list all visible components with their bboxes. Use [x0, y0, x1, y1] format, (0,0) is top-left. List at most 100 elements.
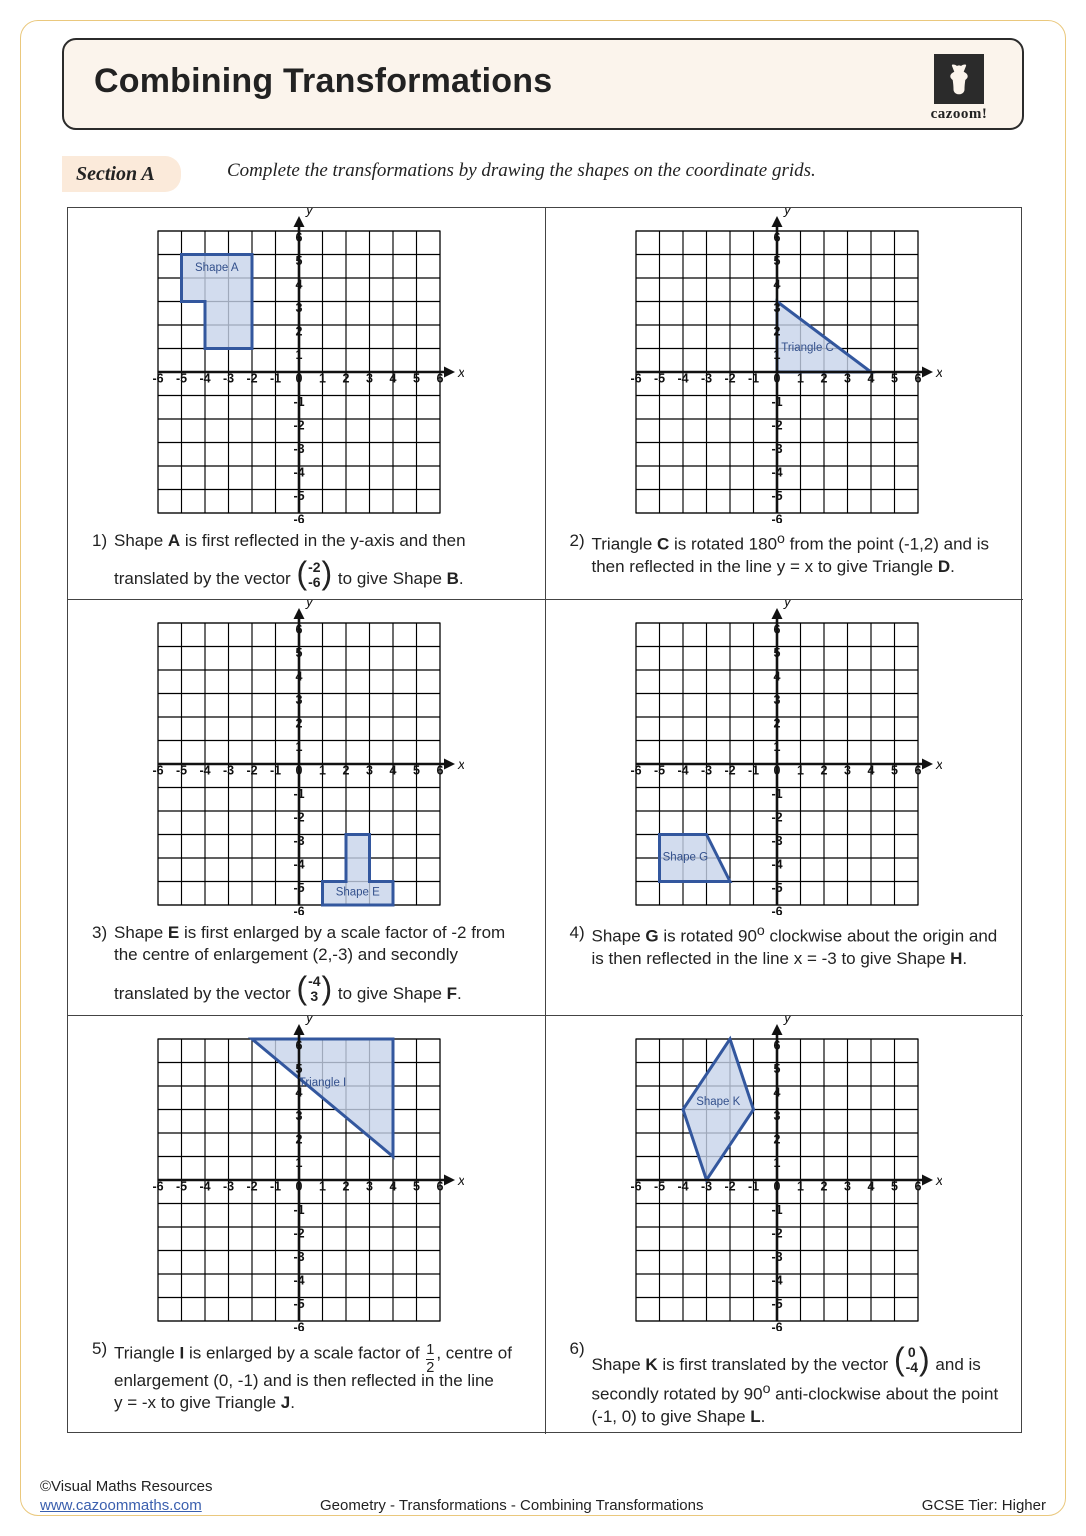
svg-text:0: 0: [296, 764, 303, 778]
svg-text:6: 6: [296, 231, 303, 245]
svg-text:-3: -3: [223, 764, 234, 778]
svg-text:-6: -6: [630, 764, 641, 778]
svg-text:-2: -2: [293, 419, 304, 433]
svg-text:-5: -5: [176, 1180, 187, 1194]
svg-text:1: 1: [296, 740, 303, 754]
svg-text:-3: -3: [223, 372, 234, 386]
svg-text:-3: -3: [293, 1250, 304, 1264]
svg-text:-5: -5: [771, 489, 782, 503]
svg-text:4: 4: [867, 372, 874, 386]
svg-text:-4: -4: [199, 764, 210, 778]
svg-text:-6: -6: [771, 513, 782, 524]
svg-text:1: 1: [773, 1156, 780, 1170]
svg-text:-1: -1: [747, 1180, 758, 1194]
svg-text:2: 2: [296, 1133, 303, 1147]
svg-text:3: 3: [844, 372, 851, 386]
svg-text:-1: -1: [270, 372, 281, 386]
svg-text:5: 5: [891, 1180, 898, 1194]
svg-text:1: 1: [319, 764, 326, 778]
svg-text:2: 2: [343, 764, 350, 778]
svg-text:-5: -5: [653, 764, 664, 778]
svg-text:-4: -4: [677, 764, 688, 778]
svg-text:-1: -1: [270, 1180, 281, 1194]
svg-text:-6: -6: [630, 1180, 641, 1194]
svg-text:-5: -5: [176, 764, 187, 778]
svg-text:6: 6: [296, 623, 303, 637]
svg-text:-1: -1: [747, 372, 758, 386]
svg-text:4: 4: [390, 372, 397, 386]
svg-text:5: 5: [296, 1062, 303, 1076]
svg-text:-1: -1: [270, 764, 281, 778]
svg-text:-3: -3: [223, 1180, 234, 1194]
svg-text:-4: -4: [771, 858, 782, 872]
svg-text:5: 5: [773, 1062, 780, 1076]
svg-text:2: 2: [820, 1180, 827, 1194]
svg-text:-2: -2: [771, 419, 782, 433]
svg-text:3: 3: [366, 764, 373, 778]
svg-text:4: 4: [867, 764, 874, 778]
svg-text:2: 2: [343, 372, 350, 386]
svg-text:y: y: [783, 1016, 792, 1025]
svg-text:-2: -2: [724, 1180, 735, 1194]
svg-text:-3: -3: [700, 764, 711, 778]
svg-text:3: 3: [844, 1180, 851, 1194]
svg-text:-1: -1: [747, 764, 758, 778]
svg-text:1: 1: [773, 740, 780, 754]
svg-text:-2: -2: [246, 372, 257, 386]
svg-text:-2: -2: [293, 1227, 304, 1241]
svg-text:Triangle C: Triangle C: [781, 342, 834, 354]
svg-text:-6: -6: [630, 372, 641, 386]
svg-text:4: 4: [867, 1180, 874, 1194]
svg-text:1: 1: [797, 764, 804, 778]
svg-text:y: y: [305, 600, 314, 609]
svg-text:0: 0: [296, 372, 303, 386]
svg-text:-4: -4: [677, 372, 688, 386]
svg-text:-4: -4: [293, 858, 304, 872]
svg-text:1: 1: [296, 348, 303, 362]
svg-text:x: x: [457, 364, 464, 380]
svg-text:-5: -5: [176, 372, 187, 386]
svg-text:-6: -6: [152, 1180, 163, 1194]
svg-text:x: x: [935, 364, 942, 380]
svg-text:6: 6: [914, 1180, 921, 1194]
svg-text:2: 2: [296, 325, 303, 339]
svg-text:5: 5: [773, 254, 780, 268]
svg-text:-2: -2: [724, 372, 735, 386]
svg-text:x: x: [935, 1172, 942, 1188]
svg-text:3: 3: [773, 1109, 780, 1123]
svg-text:0: 0: [773, 764, 780, 778]
svg-text:-6: -6: [152, 764, 163, 778]
svg-text:4: 4: [296, 670, 303, 684]
svg-text:-4: -4: [199, 372, 210, 386]
svg-text:6: 6: [773, 1039, 780, 1053]
svg-text:3: 3: [296, 693, 303, 707]
svg-text:6: 6: [914, 764, 921, 778]
svg-text:-4: -4: [199, 1180, 210, 1194]
svg-text:5: 5: [891, 764, 898, 778]
svg-text:5: 5: [296, 254, 303, 268]
svg-text:5: 5: [413, 1180, 420, 1194]
svg-text:1: 1: [797, 1180, 804, 1194]
svg-text:-5: -5: [293, 489, 304, 503]
svg-text:-1: -1: [771, 1203, 782, 1217]
svg-text:-2: -2: [246, 764, 257, 778]
svg-text:2: 2: [773, 1133, 780, 1147]
svg-text:-2: -2: [771, 1227, 782, 1241]
svg-text:-3: -3: [771, 442, 782, 456]
svg-text:-1: -1: [293, 787, 304, 801]
svg-text:-1: -1: [771, 395, 782, 409]
svg-text:y: y: [783, 208, 792, 217]
svg-text:3: 3: [366, 1180, 373, 1194]
svg-text:-1: -1: [293, 395, 304, 409]
svg-text:-3: -3: [700, 372, 711, 386]
svg-text:-3: -3: [700, 1180, 711, 1194]
svg-text:3: 3: [844, 764, 851, 778]
svg-text:x: x: [935, 756, 942, 772]
svg-text:-4: -4: [771, 1274, 782, 1288]
svg-text:5: 5: [296, 646, 303, 660]
svg-text:Shape A: Shape A: [195, 262, 239, 274]
svg-text:3: 3: [773, 301, 780, 315]
svg-text:Shape G: Shape G: [662, 851, 707, 863]
svg-text:-6: -6: [293, 513, 304, 524]
svg-text:2: 2: [773, 717, 780, 731]
